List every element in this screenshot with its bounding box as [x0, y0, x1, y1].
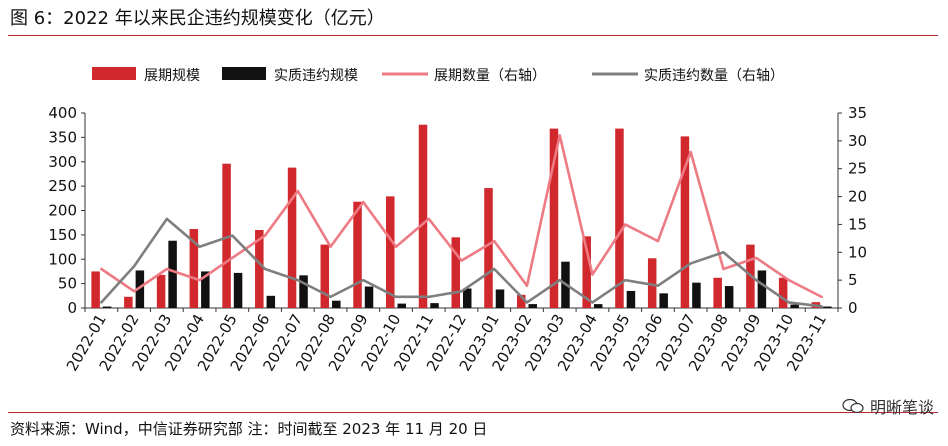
- bar-extension: [484, 188, 493, 308]
- bar-default: [463, 288, 472, 308]
- bar-default: [528, 304, 537, 308]
- bar-extension: [255, 230, 264, 308]
- left-tick-label: 300: [48, 153, 77, 171]
- bar-extension: [287, 167, 297, 308]
- bar-default: [757, 270, 767, 308]
- axes: 0 50 100 150 200 250 300 350 400 0 5 10 15 20 25 30 35: [48, 104, 867, 317]
- chart-title: 图 6：2022 年以来民企违约规模变化（亿元）: [10, 8, 385, 29]
- bar-default: [724, 286, 734, 308]
- right-tick-label: 35: [848, 104, 867, 122]
- right-tick-label: 15: [848, 215, 867, 233]
- bar-extension: [582, 236, 591, 308]
- bar-extension: [516, 294, 526, 308]
- watermark-text: 明晰笔谈: [869, 398, 934, 417]
- bar-default: [201, 271, 210, 308]
- line-default-count: [100, 217, 823, 308]
- bar-extension: [353, 201, 362, 308]
- bar-default: [102, 306, 112, 308]
- watermark: 明晰笔谈: [842, 394, 934, 418]
- legend-extension-scale-label: 展期规模: [144, 68, 200, 84]
- left-tick-label: 350: [48, 128, 77, 146]
- bar-default: [233, 272, 243, 308]
- bar-extension: [647, 258, 657, 308]
- source-note: 资料来源：Wind，中信证券研究部 注：时间截至 2023 年 11 月 20 …: [10, 420, 488, 438]
- bar-extension: [320, 244, 330, 308]
- left-tick-label: 250: [48, 177, 77, 195]
- bar-extension: [189, 229, 199, 308]
- legend-extension-count-label: 展期数量（右轴）: [434, 68, 546, 84]
- title-rule: [8, 35, 938, 36]
- legend-default-scale-swatch: [222, 67, 266, 80]
- bar-default: [659, 293, 668, 308]
- bar-extension: [91, 271, 100, 308]
- right-tick-label: 25: [848, 160, 867, 178]
- line-extension-count: [100, 133, 823, 299]
- bar-default: [823, 306, 832, 308]
- legend-extension-scale-swatch: [92, 67, 136, 80]
- bar-default: [790, 304, 799, 308]
- chart: 展期规模 实质违约规模 展期数量（右轴） 实质违约数量（右轴） 05010015020…: [48, 67, 867, 374]
- legend: 展期规模 实质违约规模 展期数量（右轴） 实质违约数量（右轴）: [92, 67, 784, 84]
- bar-default: [332, 300, 341, 308]
- bar-default: [364, 286, 374, 308]
- right-tick-label: 0: [848, 299, 858, 317]
- bar-default: [593, 304, 603, 308]
- left-tick-label: 400: [48, 104, 77, 122]
- left-tick-label: 150: [48, 226, 77, 244]
- left-tick-label: 50: [58, 275, 77, 293]
- bar-default: [135, 270, 145, 308]
- bar-extension: [418, 124, 428, 308]
- bar-extension: [680, 136, 690, 308]
- bar-extension: [156, 274, 166, 308]
- bar-extension: [386, 196, 395, 308]
- bar-extension: [778, 277, 788, 308]
- bar-default: [266, 295, 276, 308]
- bar-default: [168, 240, 177, 308]
- bar-default: [397, 303, 407, 308]
- x-tick-labels: 2022-012022-022022-032022-042022-052022-…: [63, 311, 830, 374]
- right-tick-label: 10: [848, 243, 867, 261]
- bar-extension: [222, 163, 231, 308]
- bar-extension: [713, 277, 722, 308]
- footer-rule: [8, 412, 938, 413]
- bar-default: [430, 303, 439, 308]
- bar-default: [692, 282, 701, 308]
- right-tick-label: 30: [848, 132, 867, 150]
- bar-extension: [549, 128, 559, 308]
- right-tick-label: 20: [848, 188, 867, 206]
- legend-default-scale-label: 实质违约规模: [274, 68, 358, 84]
- bar-extension: [615, 128, 624, 308]
- bar-extension: [451, 237, 460, 308]
- legend-default-count-label: 实质违约数量（右轴）: [644, 68, 784, 84]
- bar-default: [626, 290, 636, 308]
- left-tick-label: 0: [67, 299, 77, 317]
- wechat-icon: [842, 398, 864, 414]
- bar-default: [299, 275, 308, 308]
- bar-extension: [124, 296, 133, 308]
- left-tick-label: 200: [48, 202, 77, 220]
- bars: [91, 124, 832, 308]
- right-tick-label: 5: [848, 271, 858, 289]
- lines: [100, 133, 823, 308]
- left-tick-label: 100: [48, 250, 77, 268]
- bar-default: [495, 289, 505, 308]
